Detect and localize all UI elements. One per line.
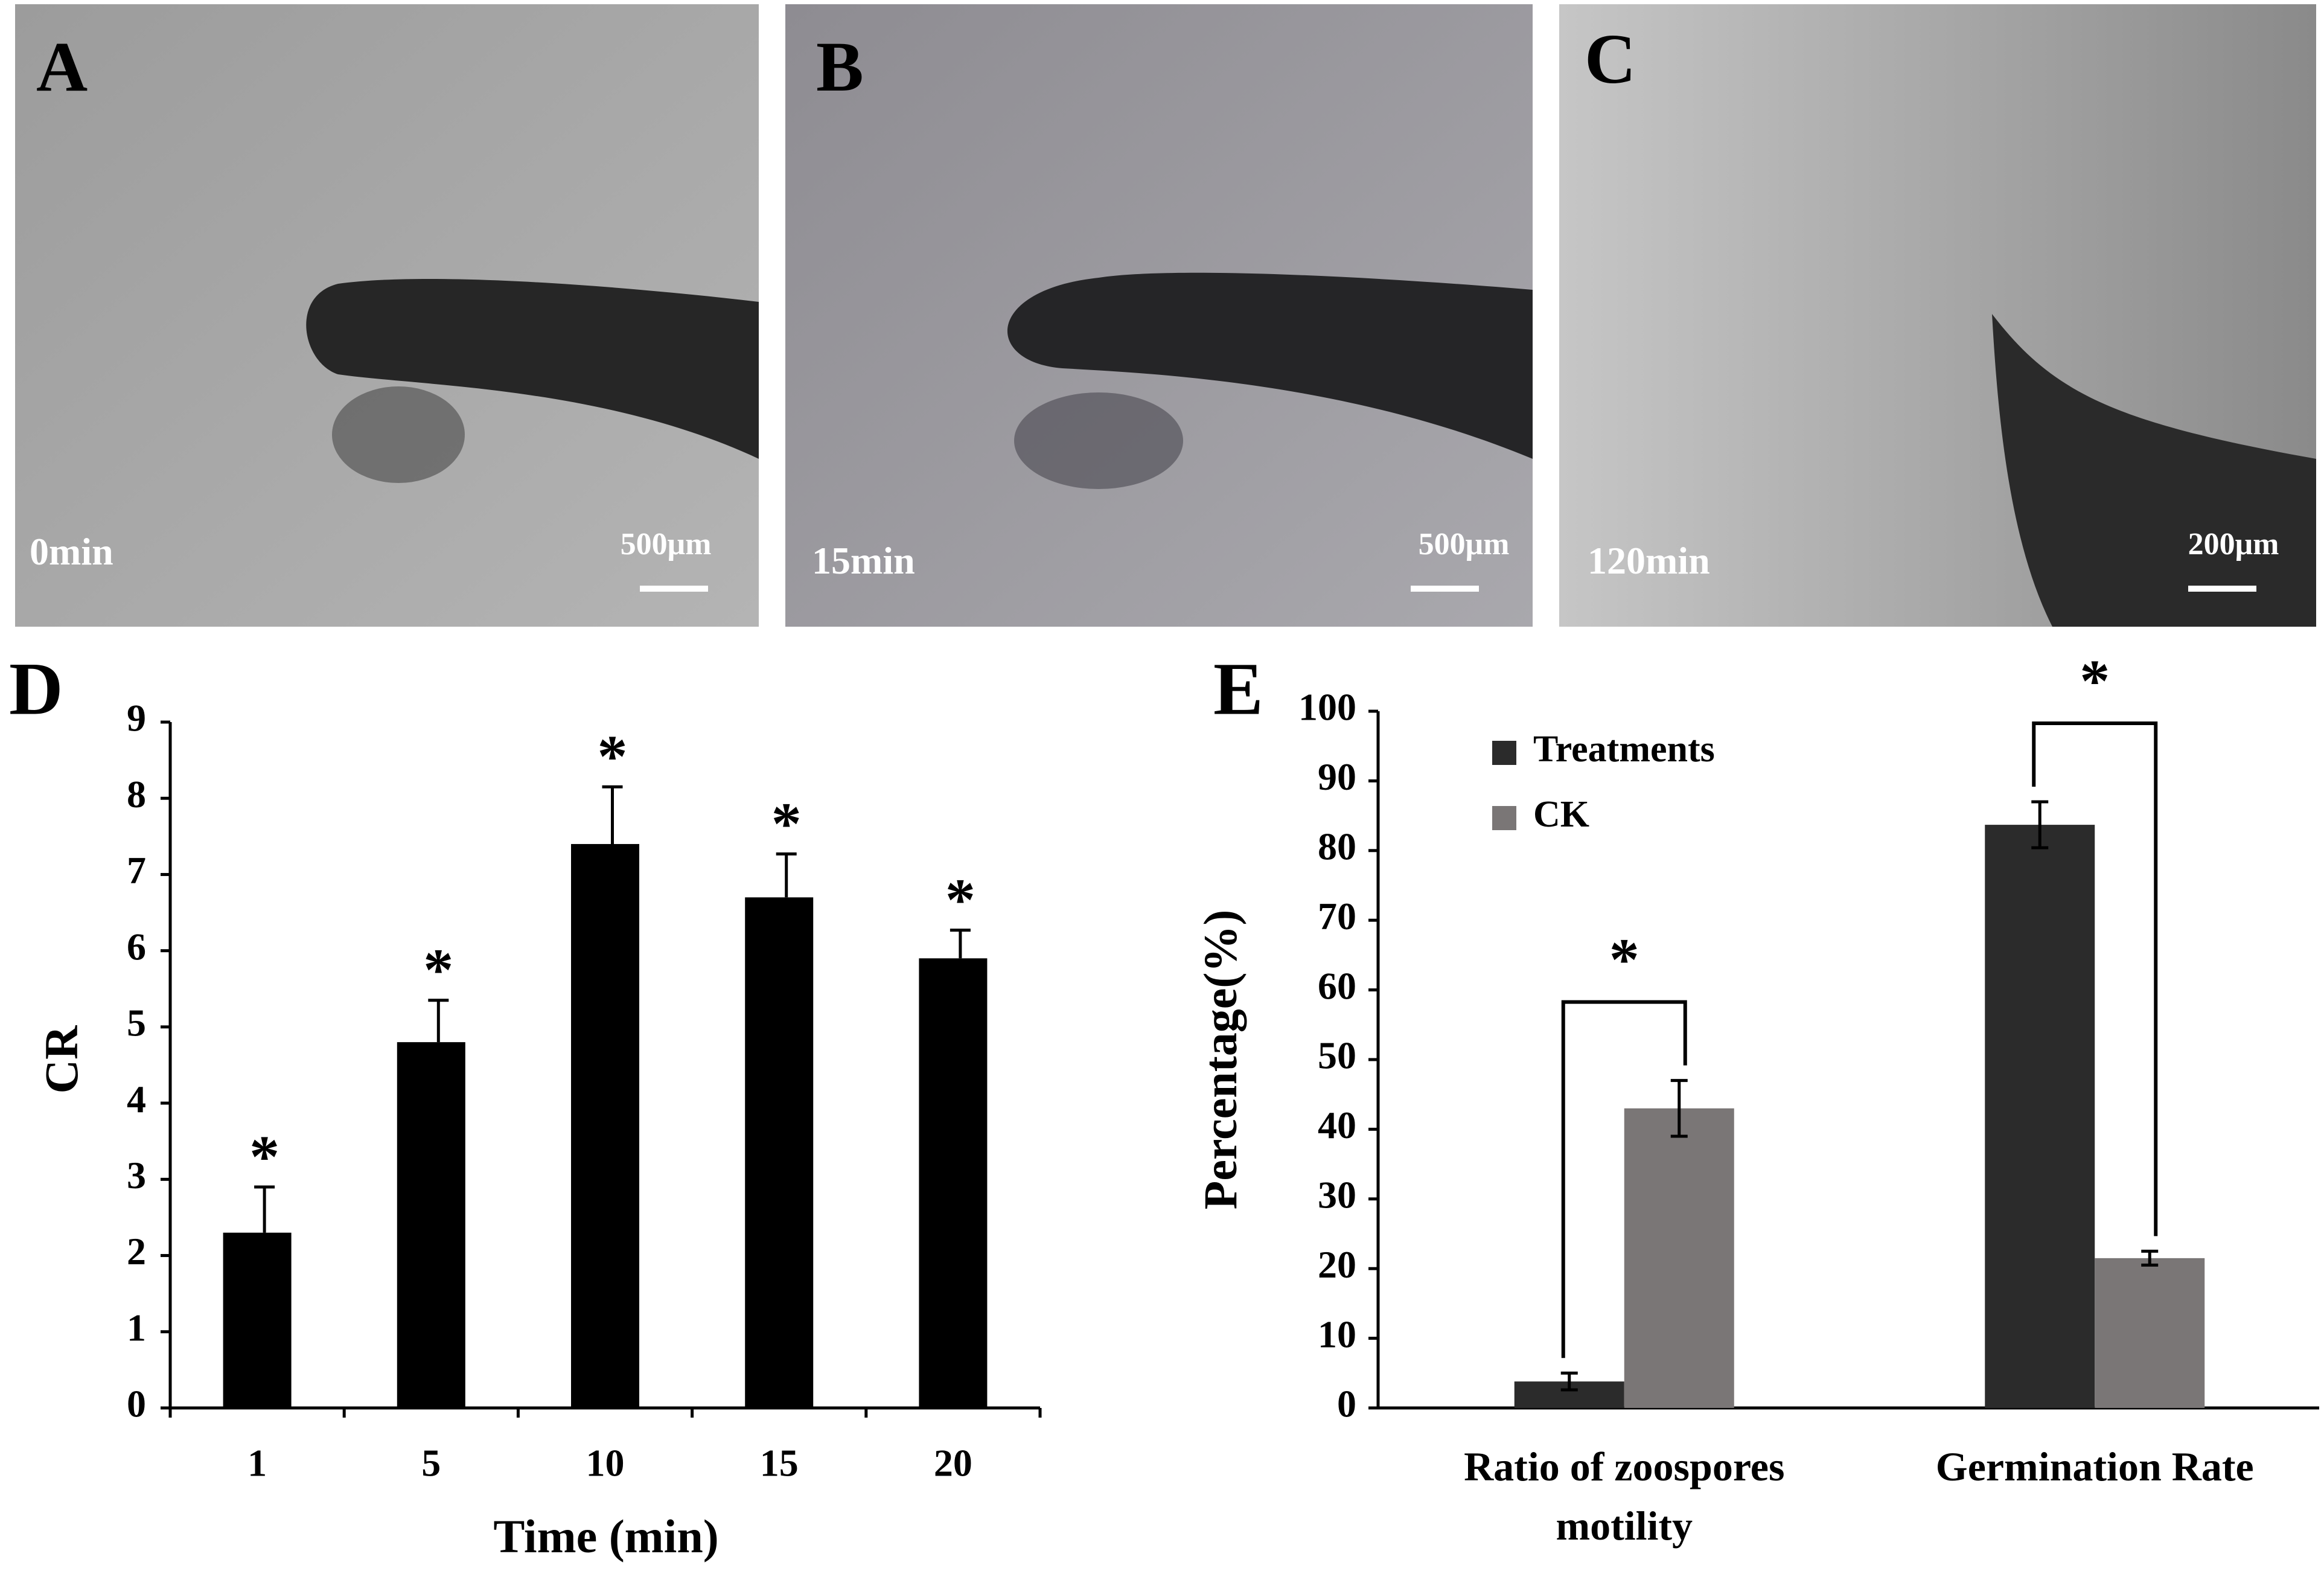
time-label: 0min [30,530,113,573]
panel-label: A [36,27,88,106]
bar [745,897,814,1408]
x-axis-title: Time (min) [493,1510,718,1563]
panel-label: E [1213,647,1263,730]
y-tick-label: 0 [1337,1383,1356,1425]
panel-label: D [9,647,63,730]
legend-label: CK [1533,794,1589,835]
y-tick-label: 10 [1318,1313,1356,1355]
y-tick-label: 6 [127,925,146,968]
bar [1624,1108,1734,1408]
y-tick-label: 40 [1318,1104,1356,1147]
scale-bar [640,586,708,592]
scale-label: 200μm [2188,527,2279,561]
x-tick-label: Germination Rate [1935,1444,2254,1489]
bar [919,958,988,1408]
y-tick-label: 1 [127,1306,146,1349]
significance: * [249,1123,279,1190]
panel-label: B [816,27,864,106]
x-tick-label: Ratio of zoospores motility [1464,1444,1785,1549]
root [306,278,759,459]
bar [397,1042,465,1408]
photo-c: C 120min 200μm [1559,4,2316,627]
x-tick-label: 20 [934,1442,972,1485]
legend-label: Treatments [1533,729,1715,770]
cluster [332,386,465,483]
legend-swatch [1492,806,1516,830]
bar [2095,1258,2205,1408]
legend-swatch [1492,741,1516,765]
y-tick-label: 8 [127,773,146,816]
y-axis-title: CR [35,1025,88,1093]
y-tick-label: 2 [127,1230,146,1273]
scale-bar [2188,586,2256,592]
significance-bracket [2032,721,2158,1236]
significance: * [2080,647,2110,714]
significance-bracket [1561,1000,1687,1358]
y-tick-label: 4 [127,1078,146,1121]
time-label: 15min [812,539,915,582]
x-tick-label: 5 [421,1442,441,1485]
y-tick-label: 60 [1318,964,1356,1007]
time-label: 120min [1588,539,1710,582]
y-tick-label: 3 [127,1154,146,1197]
x-tick-label-box: Ratio of zoospores motility [1464,1444,1785,1549]
y-tick-label: 20 [1318,1243,1356,1286]
bar [1985,825,2095,1408]
x-tick-label-box: Germination Rate [1935,1444,2254,1489]
panel-label: C [1585,19,1636,98]
root [1992,314,2316,627]
y-tick-label: 70 [1318,895,1356,938]
significance: * [423,936,453,1003]
scale-bar [1411,586,1479,592]
x-tick-label: 15 [760,1442,799,1485]
scale-label: 500μm [1419,527,1510,561]
y-tick-label: 30 [1318,1173,1356,1216]
y-tick-label: 50 [1318,1034,1356,1077]
photo-a: A 0min 500μm [15,4,759,627]
x-tick-label: 1 [247,1442,267,1485]
significance: * [1609,926,1639,993]
significance: * [598,723,628,790]
y-tick-label: 80 [1318,825,1356,868]
y-tick-label: 90 [1318,755,1356,798]
y-tick-label: 0 [127,1383,146,1425]
x-tick-label: 10 [586,1442,625,1485]
y-tick-label: 9 [127,697,146,740]
y-axis-title: Percentage(%) [1194,910,1247,1210]
bar [223,1232,292,1408]
photo-b: B 15min 500μm [785,4,1533,627]
significance: * [771,790,802,857]
scale-label: 500μm [621,527,712,561]
y-tick-label: 7 [127,849,146,892]
y-tick-label: 100 [1298,686,1356,729]
significance: * [945,866,975,933]
root [1007,272,1533,459]
y-tick-label: 5 [127,1002,146,1044]
cluster [1014,392,1183,489]
bar [571,843,639,1408]
